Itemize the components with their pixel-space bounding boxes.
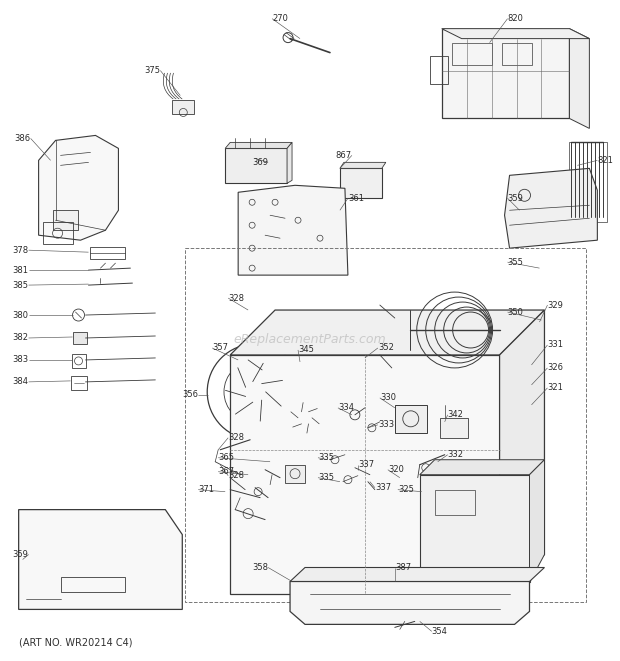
Text: 371: 371 (198, 485, 215, 494)
Bar (395, 405, 427, 433)
Text: 387: 387 (395, 563, 411, 572)
Polygon shape (569, 28, 590, 128)
Polygon shape (230, 355, 500, 594)
Polygon shape (505, 169, 597, 248)
Text: 357: 357 (212, 344, 228, 352)
Text: 332: 332 (448, 450, 464, 459)
Bar (73, 332, 87, 344)
Text: 381: 381 (12, 266, 29, 274)
Text: 354: 354 (432, 627, 448, 636)
Bar (420, 475, 529, 582)
Text: 361: 361 (348, 194, 364, 203)
Bar (435, 490, 475, 515)
Text: eReplacementParts.com: eReplacementParts.com (234, 334, 386, 346)
Bar (569, 142, 608, 222)
Bar (91, 247, 125, 259)
Polygon shape (500, 310, 544, 594)
Text: 367: 367 (218, 467, 234, 476)
Bar (71, 376, 87, 390)
Text: 326: 326 (547, 364, 564, 372)
Polygon shape (238, 185, 348, 275)
Text: 352: 352 (378, 344, 394, 352)
Bar (43, 222, 73, 244)
Polygon shape (529, 460, 544, 582)
Text: 329: 329 (547, 301, 564, 309)
Bar (185, 248, 587, 602)
Polygon shape (230, 310, 544, 355)
Text: 382: 382 (12, 334, 29, 342)
Bar (340, 169, 382, 198)
Text: 350: 350 (508, 307, 523, 317)
Polygon shape (420, 460, 544, 475)
Bar (452, 42, 492, 65)
Bar (71, 354, 86, 368)
Text: 358: 358 (252, 563, 268, 572)
Text: 867: 867 (336, 151, 352, 160)
Text: 345: 345 (298, 346, 314, 354)
Text: 320: 320 (388, 465, 404, 474)
Text: 328: 328 (228, 471, 244, 480)
Text: 270: 270 (272, 14, 288, 23)
Text: 337: 337 (358, 460, 374, 469)
Text: 342: 342 (448, 410, 464, 419)
Bar (61, 578, 125, 592)
Text: 378: 378 (12, 246, 29, 254)
Text: 365: 365 (218, 453, 234, 462)
Bar (440, 418, 467, 438)
Polygon shape (19, 510, 182, 609)
Bar (502, 42, 531, 65)
Bar (430, 56, 448, 83)
Text: 369: 369 (252, 158, 268, 167)
Polygon shape (441, 28, 590, 38)
Text: 334: 334 (338, 403, 354, 412)
Text: 385: 385 (12, 281, 29, 290)
Text: 386: 386 (14, 134, 30, 143)
Text: 359: 359 (13, 550, 29, 559)
Text: 375: 375 (144, 66, 161, 75)
Polygon shape (290, 582, 529, 625)
Bar (172, 100, 194, 114)
Polygon shape (225, 142, 292, 148)
Text: 335: 335 (318, 453, 334, 462)
Text: 383: 383 (12, 356, 29, 364)
Polygon shape (290, 568, 544, 582)
Polygon shape (340, 163, 386, 169)
Text: (ART NO. WR20214 C4): (ART NO. WR20214 C4) (19, 637, 132, 647)
Text: 325: 325 (398, 485, 414, 494)
Text: 384: 384 (12, 377, 29, 387)
Text: 328: 328 (228, 293, 244, 303)
Bar (285, 465, 305, 483)
Text: 331: 331 (547, 340, 564, 350)
Bar (53, 210, 78, 230)
Text: 380: 380 (12, 311, 29, 319)
Text: 335: 335 (318, 473, 334, 482)
Text: 333: 333 (378, 420, 394, 429)
Polygon shape (287, 142, 292, 183)
Text: 356: 356 (182, 391, 198, 399)
Bar (225, 148, 287, 183)
Text: 330: 330 (380, 393, 396, 403)
Text: 359: 359 (508, 194, 523, 203)
Text: 821: 821 (597, 156, 613, 165)
Text: 820: 820 (508, 14, 523, 23)
Text: 321: 321 (547, 383, 564, 393)
Text: 337: 337 (375, 483, 391, 492)
Polygon shape (38, 136, 118, 240)
Bar (441, 28, 569, 118)
Text: 355: 355 (508, 258, 523, 266)
Text: 328: 328 (228, 433, 244, 442)
